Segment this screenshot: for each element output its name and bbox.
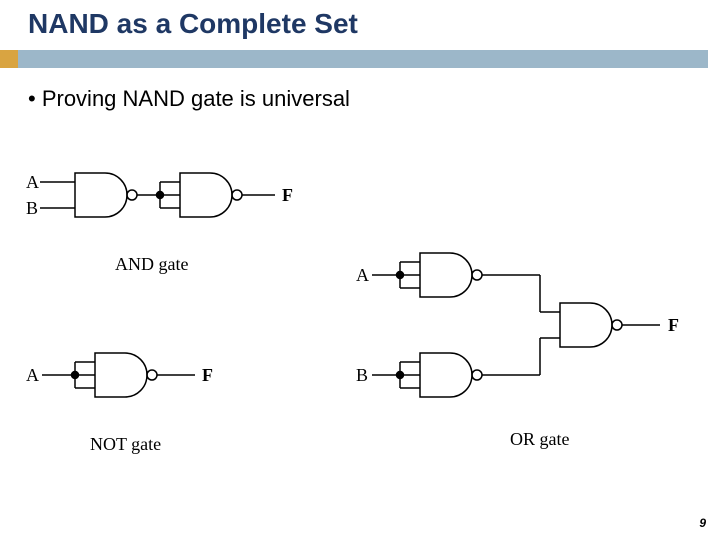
or-gate-circuit: A B F OR gate [350, 230, 710, 480]
and-gate-circuit: A B F AND gate [20, 140, 350, 290]
or-input-b-label: B [356, 365, 368, 385]
or-output-f-label: F [668, 315, 679, 335]
not-output-f-label: F [202, 365, 213, 385]
not-gate-circuit: A F NOT gate [20, 320, 320, 470]
not-input-a-label: A [26, 365, 39, 385]
not-gate-caption: NOT gate [90, 434, 161, 454]
and-input-b-label: B [26, 198, 38, 218]
slide-title: NAND as a Complete Set [28, 8, 358, 40]
accent-block-horizontal [18, 50, 708, 68]
or-input-a-label: A [356, 265, 369, 285]
page-number: 9 [699, 516, 706, 530]
accent-block-vertical [0, 50, 18, 68]
bullet-text: • Proving NAND gate is universal [28, 86, 350, 112]
and-output-f-label: F [282, 185, 293, 205]
and-gate-caption: AND gate [115, 254, 188, 274]
or-gate-caption: OR gate [510, 429, 569, 449]
and-input-a-label: A [26, 172, 39, 192]
